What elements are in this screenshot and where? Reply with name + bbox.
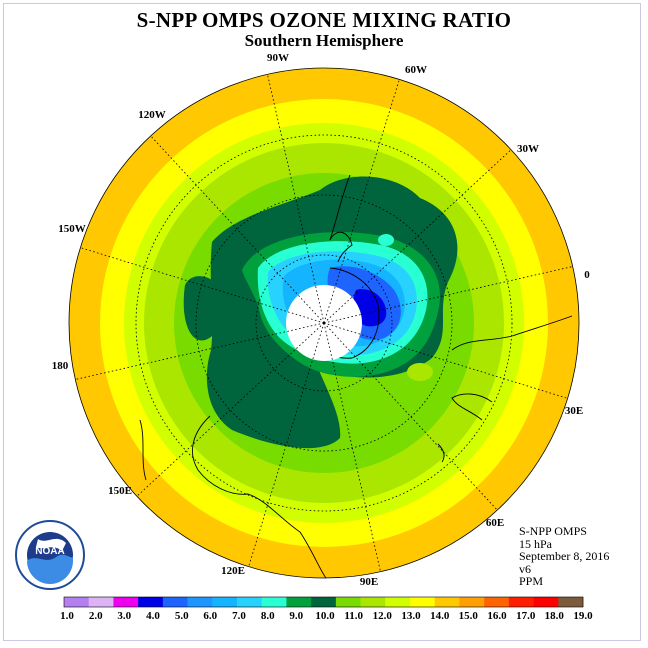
colorbar-label: 7.0 — [232, 610, 246, 622]
longitude-label: 30W — [517, 143, 539, 155]
colorbar-swatch — [385, 597, 411, 607]
info-instrument: S-NPP OMPS — [519, 524, 587, 538]
noaa-logo: NOAA — [15, 520, 85, 590]
longitude-label: 120E — [221, 565, 245, 577]
colorbar-swatch — [286, 597, 312, 607]
colorbar-label: 12.0 — [373, 610, 393, 622]
longitude-line — [323, 266, 573, 324]
info-version: v6 — [519, 562, 531, 576]
colorbar-label: 19.0 — [573, 610, 593, 622]
colorbar-label: 6.0 — [203, 610, 217, 622]
longitude-line — [80, 247, 325, 324]
page-frame — [3, 3, 641, 641]
colorbar-swatch — [508, 597, 534, 607]
colorbar: 1.0 2.0 3.0 4.0 5.0 6.0 7.0 8.0 9.0 10.0 11.0 12.0 1… — [60, 596, 593, 622]
longitude-label: 150W — [58, 223, 86, 235]
colorbar-swatch — [64, 597, 90, 607]
longitude-label: 60E — [486, 517, 504, 529]
latitude-circle — [135, 134, 513, 512]
colorbar-swatch — [360, 597, 386, 607]
colorbar-swatch — [261, 597, 287, 607]
colorbar-swatch — [434, 597, 460, 607]
colorbar-label: 8.0 — [261, 610, 275, 622]
longitude-line — [323, 79, 400, 324]
longitude-label: 0 — [584, 269, 590, 281]
graticule — [75, 74, 573, 572]
colorbar-label: 11.0 — [344, 610, 363, 622]
info-date: September 8, 2016 — [519, 549, 610, 563]
latitude-circle — [255, 254, 393, 392]
colorbar-label: 18.0 — [545, 610, 565, 622]
colorbar-label: 9.0 — [289, 610, 303, 622]
longitude-label: 120W — [138, 109, 166, 121]
colorbar-label: 3.0 — [117, 610, 131, 622]
colorbar-swatch — [484, 597, 510, 607]
colorbar-swatch — [162, 597, 188, 607]
colorbar-swatch — [88, 597, 114, 607]
longitude-labels: 90W 60W 30W 0 30E 60E 90E 120E 150E 180 150W 120W — [52, 52, 591, 588]
colorbar-swatch — [410, 597, 436, 607]
colorbar-label: 4.0 — [146, 610, 160, 622]
colorbar-label: 13.0 — [401, 610, 421, 622]
colorbar-swatch — [335, 597, 361, 607]
longitude-line — [75, 322, 325, 380]
dark-green-lobe — [183, 276, 225, 341]
colorbar-label: 17.0 — [516, 610, 536, 622]
longitude-label: 90W — [267, 52, 289, 64]
coastlines — [139, 174, 573, 578]
longitude-line — [323, 322, 568, 399]
colorbar-swatch — [113, 597, 139, 607]
colorbar-label: 5.0 — [175, 610, 189, 622]
longitude-line — [150, 135, 325, 324]
small-cyan-patch — [378, 234, 394, 246]
colorbar-swatch — [558, 597, 584, 607]
colorbar-swatch — [311, 597, 337, 607]
map-subtitle: Southern Hemisphere — [244, 31, 404, 50]
colorbar-swatch — [237, 597, 263, 607]
longitude-label: 60W — [405, 64, 427, 76]
longitude-line — [267, 74, 325, 324]
colorbar-frame — [63, 596, 584, 608]
longitude-label: 30E — [565, 405, 583, 417]
colorbar-label: 10.0 — [315, 610, 335, 622]
map-title: S-NPP OMPS OZONE MIXING RATIO — [136, 8, 512, 32]
colorbar-label: 15.0 — [459, 610, 479, 622]
latitude-circle — [195, 194, 453, 452]
colorbar-swatch — [212, 597, 238, 607]
longitude-line — [136, 322, 325, 497]
small-green-patch — [407, 363, 433, 381]
map-outline — [68, 67, 580, 579]
longitude-line — [323, 322, 381, 572]
colorbar-label: 1.0 — [60, 610, 74, 622]
longitude-label: 180 — [52, 360, 69, 372]
colorbar-label: 16.0 — [487, 610, 507, 622]
longitude-line — [323, 149, 512, 324]
colorbar-swatch — [187, 597, 213, 607]
colorbar-label: 2.0 — [89, 610, 103, 622]
longitude-label: 150E — [108, 485, 132, 497]
colorbar-swatch — [533, 597, 559, 607]
longitude-line — [248, 322, 325, 567]
noaa-logo-text: NOAA — [35, 546, 64, 557]
colorbar-swatch — [138, 597, 164, 607]
longitude-line — [323, 322, 498, 511]
info-pressure-level: 15 hPa — [519, 537, 552, 551]
info-units: PPM — [519, 574, 544, 588]
longitude-label: 90E — [360, 576, 378, 588]
colorbar-swatch — [459, 597, 485, 607]
colorbar-label: 14.0 — [430, 610, 450, 622]
